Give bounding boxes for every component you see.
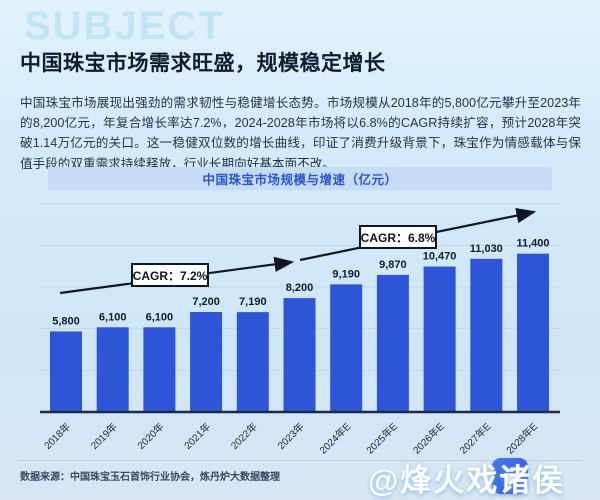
bar — [190, 312, 223, 412]
chart-title-banner: 中国珠宝市场规模与增速（亿元） — [48, 167, 552, 190]
bar-value-label: 6,100 — [99, 311, 127, 323]
x-tick-label: 2025年E — [363, 420, 400, 457]
bar — [376, 274, 409, 412]
x-tick-label: 2023年 — [275, 420, 307, 452]
data-source-note: 数据来源：中国珠宝玉石首饰行业协会，炼丹炉大数据整理 — [20, 472, 280, 483]
liandanlu-logo — [492, 458, 528, 494]
bar-value-label: 11,030 — [470, 243, 503, 255]
cagr-annotation-box — [359, 225, 437, 249]
bar-value-label: 5,800 — [52, 315, 80, 327]
bar-value-label: 10,470 — [423, 251, 457, 263]
bar — [143, 327, 176, 412]
bar-chart-canvas: 5,800 6,100 6,100 7,200 7,190 8,200 9,190 9,870… — [40, 203, 560, 457]
x-tick-label: 2019年 — [88, 420, 120, 452]
bar-value-label: 9,190 — [332, 268, 360, 280]
bar — [517, 253, 549, 412]
bar-value-label: 7,200 — [192, 296, 220, 308]
bar — [283, 298, 316, 412]
bar-value-label: 6,100 — [146, 311, 174, 323]
author-watermark: @烽火戏诸侯 — [368, 463, 566, 498]
x-tick-label: 2028年E — [503, 420, 540, 457]
cagr-annotation-box — [131, 263, 209, 287]
x-tick-label: 2020年 — [135, 420, 167, 452]
chart-title: 中国珠宝市场规模与增速（亿元） — [202, 173, 398, 187]
liandanlu-logo-icon — [501, 469, 519, 484]
bar — [96, 327, 129, 412]
footer-divider — [18, 460, 582, 461]
bar — [236, 312, 269, 412]
bar-chart: 5,800 6,100 6,100 7,200 7,190 8,200 9,190 9,870… — [40, 196, 560, 458]
cagr-annotation-label: CAGR：7.2% — [133, 269, 208, 283]
cagr-annotation-label: CAGR：6.8% — [361, 231, 436, 245]
bar-value-label: 7,190 — [239, 296, 267, 308]
x-tick-label: 2018年 — [41, 420, 73, 452]
bar — [50, 331, 82, 412]
x-tick-label: 2021年 — [181, 420, 213, 452]
bar — [330, 284, 363, 412]
x-tick-label: 2026年E — [410, 420, 447, 457]
x-tick-label: 2027年E — [457, 420, 494, 457]
bar-value-label: 8,200 — [286, 282, 314, 294]
summary-paragraph: 中国珠宝市场展现出强劲的需求韧性与稳健增长态势。市场规模从2018年的5,800… — [20, 95, 581, 171]
page-title: 中国珠宝市场需求旺盛，规模稳定增长 — [20, 52, 386, 76]
bar-value-label: 11,400 — [516, 238, 549, 250]
background-watermark-subject: SUBJECT — [24, 4, 225, 48]
x-tick-label: 2024年E — [317, 420, 354, 457]
bar — [423, 266, 456, 412]
bar-value-label: 9,870 — [379, 259, 407, 271]
x-tick-label: 2022年 — [228, 420, 260, 452]
bar — [470, 258, 503, 412]
